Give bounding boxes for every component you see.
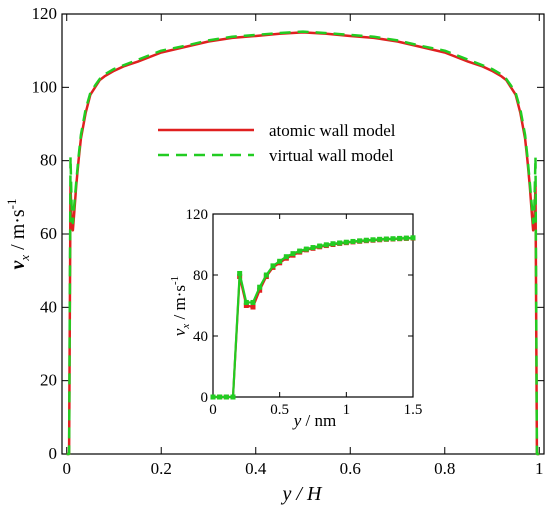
inset-x-tick-label: 0.5 <box>270 402 289 418</box>
inset-plot-background <box>213 214 413 397</box>
inset-point-virtual <box>337 240 343 246</box>
inset-point-virtual <box>390 236 396 242</box>
inset-plot: 0 0.5 1 1.5 0 40 80 120 <box>186 207 423 418</box>
inset-point-atomic <box>243 303 249 308</box>
inset-y-axis-title-v: v <box>170 328 189 336</box>
inset-y-axis-title-sub: x <box>180 324 192 330</box>
main-x-axis-title-text: y / H <box>281 483 323 505</box>
inset-point-virtual <box>357 238 363 244</box>
inset-point-virtual <box>210 394 216 400</box>
main-y-axis-title-unit: / m·s <box>7 209 29 255</box>
inset-point-virtual <box>257 284 263 290</box>
inset-x-tick-label: 0 <box>209 402 217 418</box>
main-y-tick-label: 40 <box>40 297 57 316</box>
inset-point-atomic <box>257 287 263 293</box>
main-x-tick-label: 0.4 <box>245 459 267 478</box>
main-x-tick-label: 1 <box>535 459 544 478</box>
inset-y-tick-label: 40 <box>193 329 208 345</box>
main-y-tick-label: 60 <box>40 224 57 243</box>
main-x-tick-label: 0.8 <box>434 459 455 478</box>
legend: atomic wall model virtual wall model <box>158 121 396 165</box>
main-y-tick-label: 20 <box>40 371 57 390</box>
legend-label-virtual: virtual wall model <box>269 146 394 165</box>
inset-point-virtual <box>270 263 276 269</box>
inset-point-virtual <box>397 235 403 241</box>
main-y-tick-label: 80 <box>40 151 57 170</box>
inset-point-virtual <box>290 251 296 257</box>
inset-y-axis-title-sup: -1 <box>169 276 181 285</box>
inset-point-virtual <box>250 299 256 305</box>
inset-x-tick-label: 1.5 <box>404 402 423 418</box>
main-x-tick-label: 0.2 <box>151 459 172 478</box>
inset-point-virtual <box>410 235 416 241</box>
inset-x-axis-title: y / nm <box>292 411 337 430</box>
inset-point-virtual <box>283 254 289 260</box>
main-series-line-virtual <box>66 30 540 456</box>
main-x-tick-label: 0 <box>62 459 71 478</box>
inset-point-virtual <box>237 270 243 276</box>
inset-point-virtual <box>350 238 356 244</box>
inset-point-virtual <box>343 239 349 245</box>
inset-point-virtual <box>223 394 229 400</box>
inset-point-virtual <box>330 241 336 247</box>
main-y-axis-title-sub: x <box>17 255 32 262</box>
inset-x-tick-label: 1 <box>343 402 351 418</box>
inset-point-virtual <box>243 299 249 305</box>
inset-axis-ticks: 0 0.5 1 1.5 0 40 80 120 <box>186 207 423 418</box>
inset-point-virtual <box>277 258 283 264</box>
inset-point-virtual <box>317 243 323 249</box>
inset-y-tick-label: 80 <box>193 268 208 284</box>
main-y-tick-label: 0 <box>49 444 58 463</box>
inset-point-virtual <box>403 235 409 241</box>
inset-series-layer <box>210 235 416 400</box>
inset-point-virtual <box>217 394 223 400</box>
inset-plot-frame <box>212 213 414 398</box>
inset-point-virtual <box>230 394 236 400</box>
main-y-axis-title-v: v <box>7 260 29 270</box>
inset-y-axis-title: vx / m·s-1 <box>169 276 192 336</box>
inset-y-axis-title-unit: / m·s <box>170 285 189 324</box>
main-x-tick-label: 0.6 <box>340 459 361 478</box>
inset-point-virtual <box>310 245 316 251</box>
inset-point-virtual <box>323 242 329 248</box>
main-y-tick-label: 100 <box>32 77 58 96</box>
main-x-axis-title: y / H <box>281 483 323 505</box>
main-y-axis-title-sup: -1 <box>4 198 19 209</box>
inset-point-atomic <box>250 304 256 310</box>
inset-point-virtual <box>297 248 303 254</box>
inset-point-virtual <box>383 236 389 242</box>
inset-x-axis-title-y: y <box>292 411 302 430</box>
inset-point-virtual <box>363 237 369 243</box>
inset-x-axis-title-unit: / nm <box>301 411 336 430</box>
inset-point-virtual <box>303 246 309 252</box>
inset-y-tick-label: 0 <box>201 390 209 406</box>
inset-point-virtual <box>370 237 376 243</box>
legend-label-atomic: atomic wall model <box>269 121 396 140</box>
main-y-axis-title: vx / m·s-1 <box>4 198 32 269</box>
inset-point-virtual <box>263 272 269 278</box>
inset-y-tick-label: 120 <box>186 207 209 223</box>
main-y-tick-label: 120 <box>32 4 58 23</box>
main-series-layer <box>66 30 540 456</box>
inset-point-virtual <box>377 236 383 242</box>
